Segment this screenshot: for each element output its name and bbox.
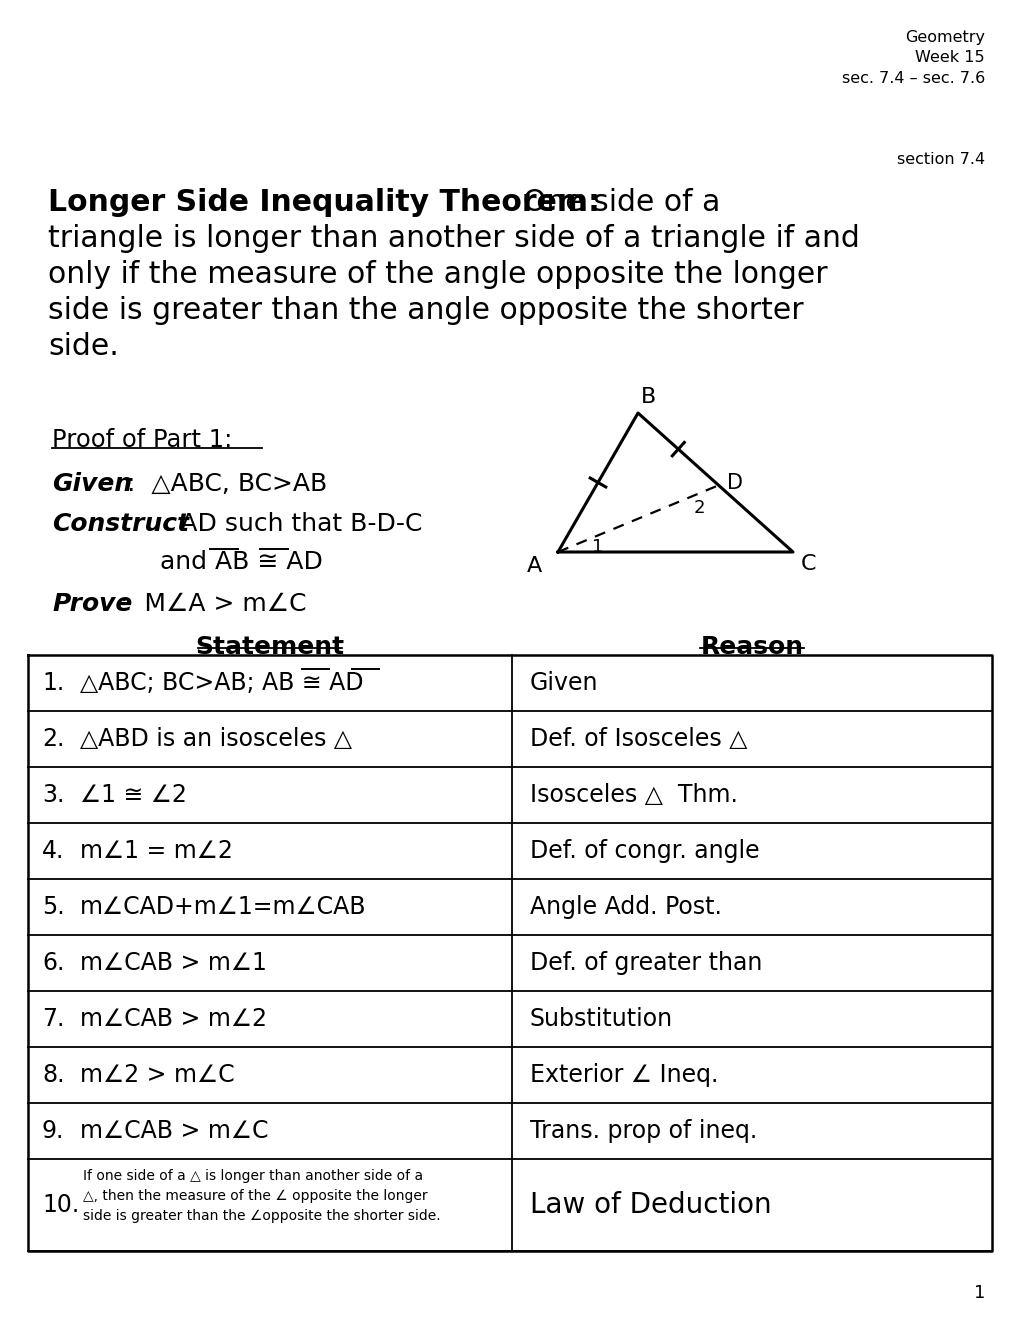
Text: Angle Add. Post.: Angle Add. Post. xyxy=(530,895,721,919)
Text: Longer Side Inequality Theorem:: Longer Side Inequality Theorem: xyxy=(48,187,599,216)
Text: Trans. prop of ineq.: Trans. prop of ineq. xyxy=(530,1119,756,1143)
Text: 1.: 1. xyxy=(42,671,64,696)
Text: Substitution: Substitution xyxy=(530,1007,673,1031)
Text: Given: Given xyxy=(52,473,132,496)
Text: m∠1 = m∠2: m∠1 = m∠2 xyxy=(79,840,232,863)
Text: B: B xyxy=(640,387,655,407)
Text: 2: 2 xyxy=(693,499,704,517)
Text: Isosceles △  Thm.: Isosceles △ Thm. xyxy=(530,783,737,807)
Text: Statement: Statement xyxy=(196,635,344,659)
Text: section 7.4: section 7.4 xyxy=(896,152,984,168)
Text: C: C xyxy=(800,554,815,574)
Text: Def. of Isosceles △: Def. of Isosceles △ xyxy=(530,727,747,751)
Text: Def. of greater than: Def. of greater than xyxy=(530,950,761,975)
Text: Construct: Construct xyxy=(52,512,189,536)
Text: Reason: Reason xyxy=(700,635,803,659)
Text: A: A xyxy=(526,556,541,576)
Text: triangle is longer than another side of a triangle if and: triangle is longer than another side of … xyxy=(48,224,859,253)
Text: side.: side. xyxy=(48,333,119,360)
Text: Given: Given xyxy=(530,671,598,696)
Text: Def. of congr. angle: Def. of congr. angle xyxy=(530,840,759,863)
Text: m∠CAB > m∠1: m∠CAB > m∠1 xyxy=(79,950,267,975)
Text: D: D xyxy=(726,474,742,494)
Text: 3.: 3. xyxy=(42,783,64,807)
Text: and AB ≅ AD: and AB ≅ AD xyxy=(160,550,323,574)
Text: side is greater than the angle opposite the shorter: side is greater than the angle opposite … xyxy=(48,296,803,325)
Text: Exterior ∠ Ineq.: Exterior ∠ Ineq. xyxy=(530,1063,717,1086)
Text: :  M∠A > m∠C: : M∠A > m∠C xyxy=(120,591,306,616)
Text: ∠1 ≅ ∠2: ∠1 ≅ ∠2 xyxy=(79,783,186,807)
Text: 9.: 9. xyxy=(42,1119,64,1143)
Text: 2.: 2. xyxy=(42,727,64,751)
Text: Proof of Part 1:: Proof of Part 1: xyxy=(52,428,232,451)
Text: Prove: Prove xyxy=(52,591,132,616)
Text: :  △ABC, BC>AB: : △ABC, BC>AB xyxy=(127,473,327,496)
Text: only if the measure of the angle opposite the longer: only if the measure of the angle opposit… xyxy=(48,260,826,289)
Text: 1: 1 xyxy=(973,1284,984,1302)
Text: △ABD is an isosceles △: △ABD is an isosceles △ xyxy=(79,727,352,751)
Text: 5.: 5. xyxy=(42,895,64,919)
Text: △ABC; BC>AB; AB ≅ AD: △ABC; BC>AB; AB ≅ AD xyxy=(79,671,363,696)
Text: If one side of a △ is longer than another side of a
△, then the measure of the ∠: If one side of a △ is longer than anothe… xyxy=(83,1170,440,1224)
Text: One side of a: One side of a xyxy=(503,187,719,216)
Text: m∠CAD+m∠1=m∠CAB: m∠CAD+m∠1=m∠CAB xyxy=(79,895,366,919)
Text: Law of Deduction: Law of Deduction xyxy=(530,1191,770,1218)
Text: : AD such that B-D-C: : AD such that B-D-C xyxy=(164,512,422,536)
Text: 6.: 6. xyxy=(42,950,64,975)
Text: 4.: 4. xyxy=(42,840,64,863)
Text: 8.: 8. xyxy=(42,1063,64,1086)
Text: 1: 1 xyxy=(591,539,603,556)
Text: Geometry
Week 15
sec. 7.4 – sec. 7.6: Geometry Week 15 sec. 7.4 – sec. 7.6 xyxy=(841,30,984,86)
Text: m∠2 > m∠C: m∠2 > m∠C xyxy=(79,1063,234,1086)
Text: 7.: 7. xyxy=(42,1007,64,1031)
Text: m∠CAB > m∠C: m∠CAB > m∠C xyxy=(79,1119,268,1143)
Text: 10.: 10. xyxy=(42,1193,79,1217)
Text: m∠CAB > m∠2: m∠CAB > m∠2 xyxy=(79,1007,267,1031)
